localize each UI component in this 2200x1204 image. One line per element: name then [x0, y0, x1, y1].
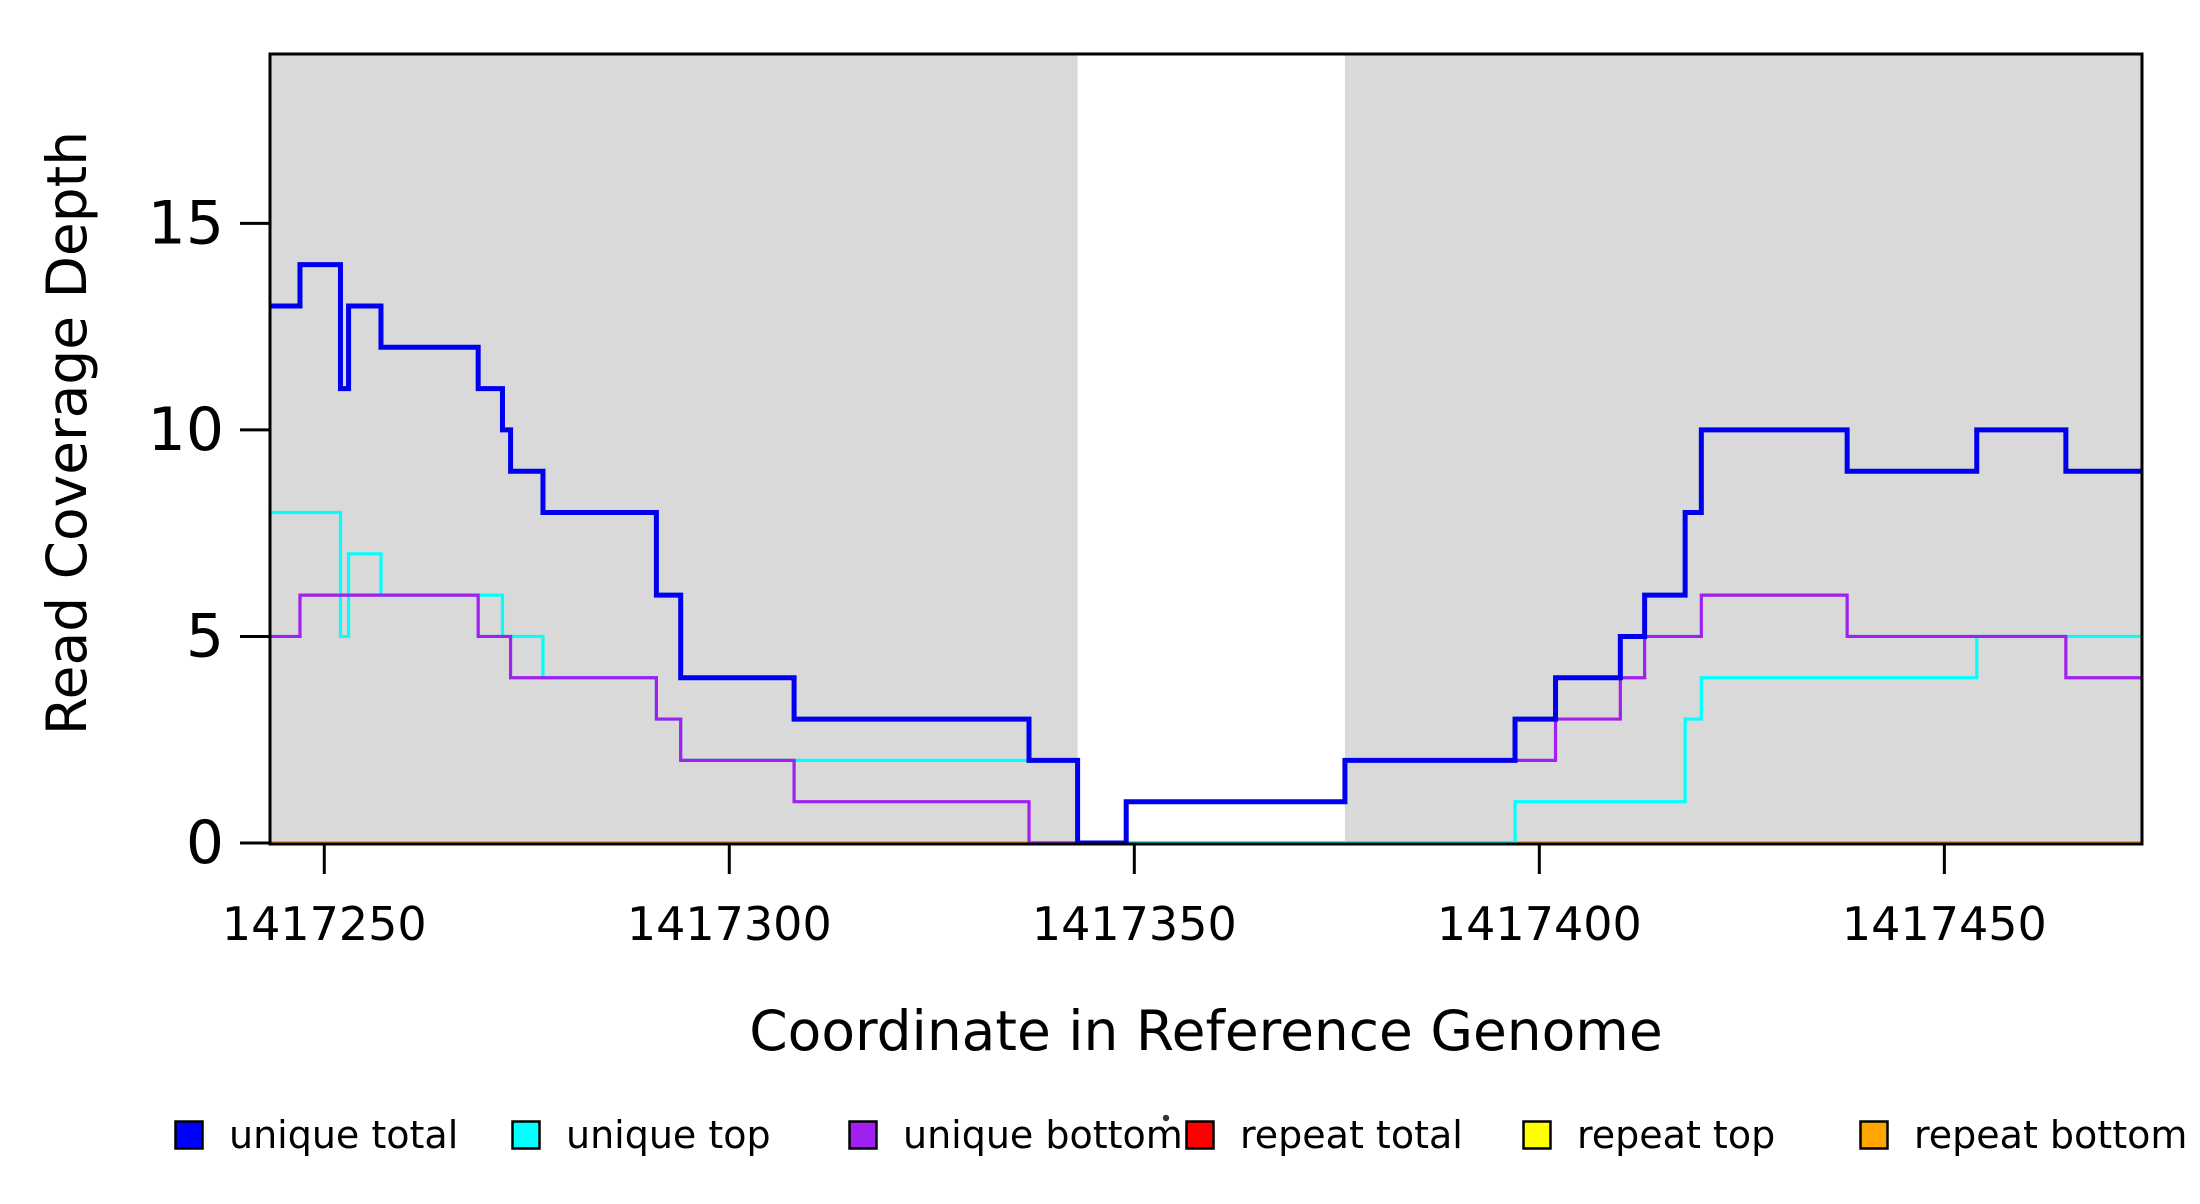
y-tick-label: 5 — [186, 601, 224, 671]
shaded-region-left — [270, 54, 1078, 844]
legend-item: unique bottom — [848, 1113, 1183, 1157]
legend-label: unique top — [566, 1113, 771, 1157]
shaded-region-right — [1344, 54, 2142, 844]
legend: unique total unique top unique bottom repea… — [174, 1113, 2187, 1157]
legend-label: unique bottom — [903, 1113, 1183, 1157]
y-tick-label: 0 — [186, 808, 224, 878]
plot-shading — [270, 54, 2142, 844]
legend-item: repeat top — [1522, 1113, 1775, 1157]
legend-swatch-repeat-total — [1185, 1120, 1215, 1150]
legend-label: repeat top — [1577, 1113, 1775, 1157]
legend-label: repeat total — [1240, 1113, 1463, 1157]
legend-swatch-unique-total — [174, 1120, 204, 1150]
x-tick-label: 1417400 — [1437, 897, 1642, 951]
legend-swatch-repeat-bottom — [1859, 1120, 1889, 1150]
plot-border — [268, 52, 2144, 846]
x-tick-label: 1417300 — [627, 897, 832, 951]
series-unique-total — [270, 262, 2142, 844]
legend-label: unique total — [229, 1113, 458, 1157]
legend-label: repeat bottom — [1914, 1113, 2187, 1157]
legend-swatch-unique-bottom — [848, 1120, 878, 1150]
legend-swatch-repeat-top — [1522, 1120, 1552, 1150]
legend-swatch-unique-top — [511, 1120, 541, 1150]
y-axis: 0 5 10 15 — [148, 188, 270, 878]
y-tick-label: 15 — [148, 188, 224, 258]
legend-item: repeat total — [1185, 1113, 1463, 1157]
y-tick-label: 10 — [148, 395, 224, 465]
legend-item: repeat bottom — [1859, 1113, 2187, 1157]
legend-item: unique total — [174, 1113, 458, 1157]
y-axis-title: Read Coverage Depth — [35, 131, 99, 735]
x-tick-label: 1417350 — [1032, 897, 1237, 951]
x-tick-label: 1417450 — [1842, 897, 2047, 951]
legend-item: unique top — [511, 1113, 771, 1157]
x-tick-label: 1417250 — [222, 897, 427, 951]
x-axis: 1417250 1417300 1417350 1417400 1417450 — [222, 844, 2047, 951]
x-axis-title: Coordinate in Reference Genome — [749, 999, 1662, 1063]
stray-dot — [1162, 1114, 1170, 1122]
